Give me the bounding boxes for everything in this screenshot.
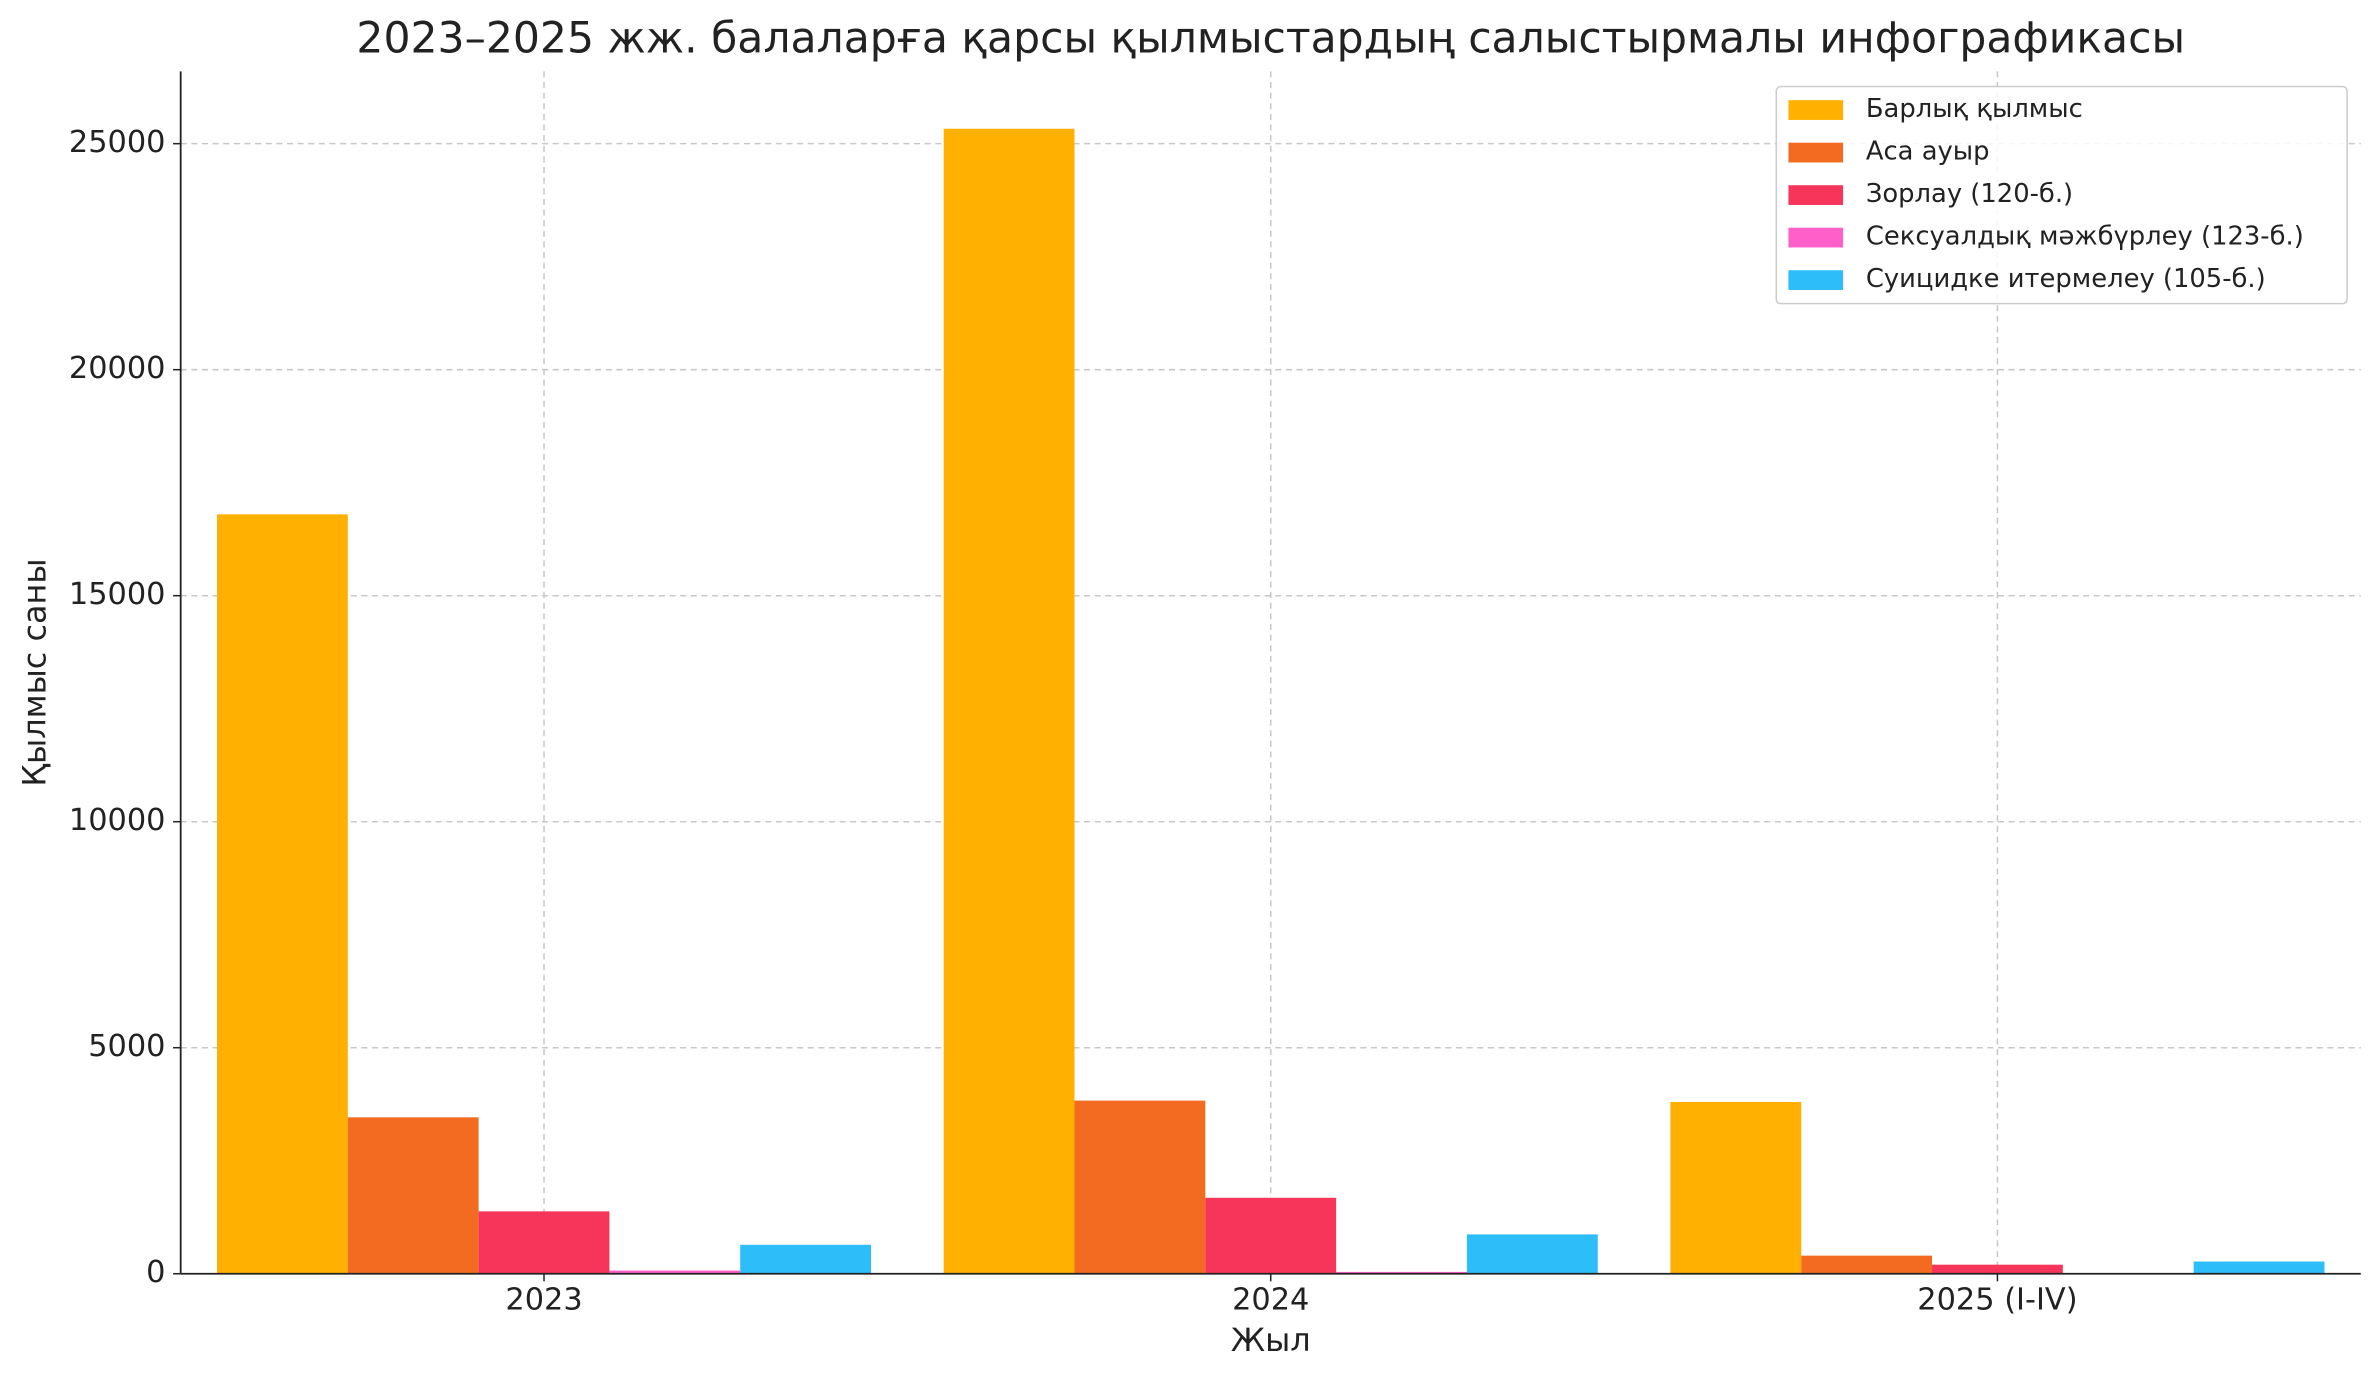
x-axis-label: Жыл xyxy=(1231,1321,1311,1359)
legend-box xyxy=(1775,85,2348,305)
y-tick-label: 25000 xyxy=(69,125,166,160)
y-tick-label: 5000 xyxy=(88,1029,165,1064)
legend-swatch xyxy=(1788,227,1844,248)
bar xyxy=(1074,1100,1206,1274)
y-tick-label: 20000 xyxy=(69,351,166,386)
legend-swatch xyxy=(1788,142,1844,163)
legend-label: Суицидке итермелеу (105-б.) xyxy=(1866,264,2266,294)
bar xyxy=(1205,1197,1337,1274)
bar xyxy=(478,1211,610,1274)
bar xyxy=(1801,1255,1933,1274)
y-axis-label: Қылмыс саны xyxy=(15,558,53,786)
legend-label: Барлық қылмыс xyxy=(1866,94,2083,124)
bar xyxy=(740,1244,872,1274)
y-tick-label: 0 xyxy=(146,1255,165,1290)
bar xyxy=(347,1117,479,1274)
y-tick-label: 15000 xyxy=(69,577,166,612)
x-tick-label: 2023 xyxy=(505,1283,582,1318)
bar xyxy=(2193,1261,2325,1274)
x-tick-label: 2024 xyxy=(1232,1283,1309,1318)
bar xyxy=(1932,1264,2063,1274)
chart-title: 2023–2025 жж. балаларға қарсы қылмыстард… xyxy=(356,14,2185,63)
legend-label: Зорлау (120-б.) xyxy=(1866,179,2073,209)
bar xyxy=(1466,1234,1598,1274)
legend-swatch xyxy=(1788,185,1844,205)
bar xyxy=(1670,1101,1802,1274)
legend-label: Сексуалдық мәжбүрлеу (123-б.) xyxy=(1866,221,2304,251)
y-tick-label: 10000 xyxy=(69,803,166,838)
bar xyxy=(216,514,348,1274)
legend-swatch xyxy=(1788,100,1844,120)
legend-swatch xyxy=(1788,270,1844,290)
bar xyxy=(609,1270,741,1274)
legend-label: Аса ауыр xyxy=(1866,136,1990,166)
x-tick-label: 2025 (I-IV) xyxy=(1917,1283,2077,1318)
bar xyxy=(943,128,1075,1274)
